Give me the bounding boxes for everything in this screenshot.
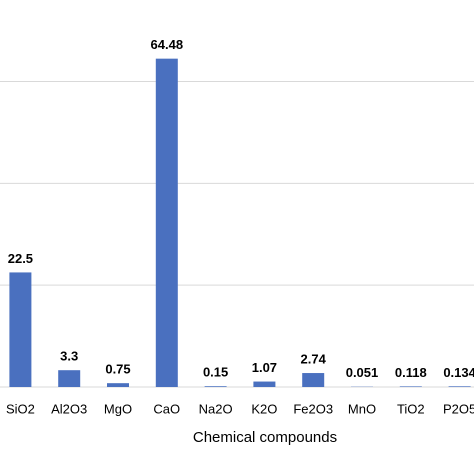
value-label: 0.15 — [203, 365, 228, 380]
value-label: 64.48 — [151, 37, 184, 52]
value-label: 3.3 — [60, 349, 78, 364]
x-tick-label: MnO — [348, 401, 376, 416]
x-tick-label: P2O5 — [443, 401, 474, 416]
bar — [399, 386, 422, 387]
bar — [107, 383, 129, 387]
value-label: 22.5 — [8, 251, 33, 266]
x-tick-label: Fe2O3 — [293, 401, 333, 416]
x-tick-label: MgO — [104, 401, 132, 416]
bar — [58, 370, 81, 387]
value-label: 0.75 — [105, 362, 130, 377]
x-tick-label: SiO2 — [6, 401, 35, 416]
x-tick-label: Na2O — [199, 401, 233, 416]
value-label: 2.74 — [301, 351, 327, 366]
value-label: 1.07 — [252, 360, 277, 375]
value-label: 0.134 — [443, 365, 474, 380]
x-tick-label: K2O — [251, 401, 277, 416]
value-label: 0.051 — [346, 365, 379, 380]
bar — [253, 381, 276, 387]
x-axis-label: Chemical compounds — [193, 429, 337, 446]
x-tick-label: CaO — [153, 401, 180, 416]
value-label: 0.118 — [395, 365, 427, 380]
bar — [155, 58, 178, 388]
x-tick-label: Al2O3 — [51, 401, 87, 416]
bar — [302, 373, 325, 387]
bar — [204, 386, 227, 387]
x-tick-label: TiO2 — [397, 401, 425, 416]
bar — [448, 386, 471, 387]
bar — [9, 272, 32, 387]
